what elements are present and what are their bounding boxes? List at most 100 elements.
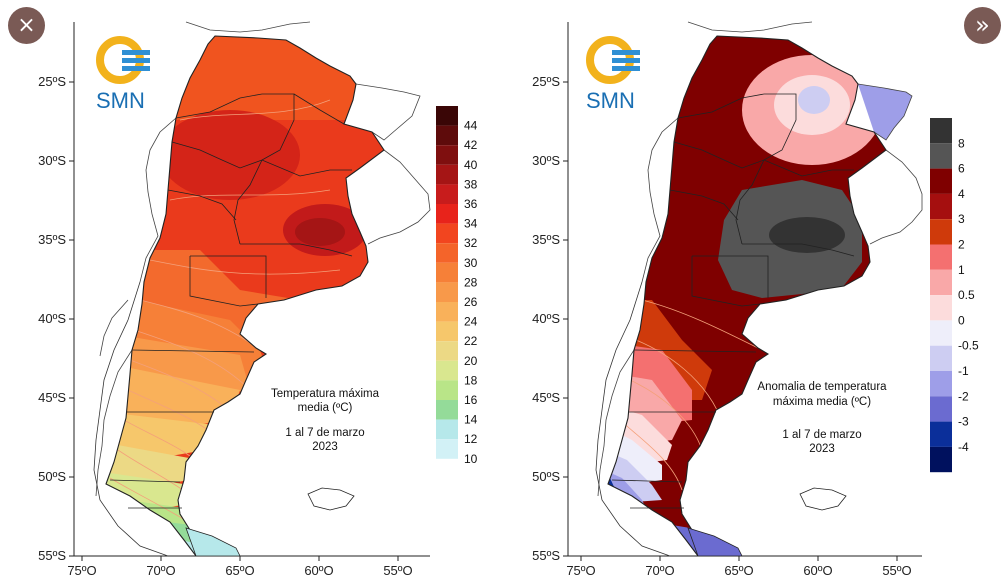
lat-tick-label: 55ºS xyxy=(38,548,66,563)
legend-swatch xyxy=(436,439,458,459)
legend-label: -4 xyxy=(958,440,969,454)
legend-label: -2 xyxy=(958,389,969,403)
lat-tick-label: 35ºS xyxy=(532,232,560,247)
legend-swatch xyxy=(436,125,458,146)
lon-tick-label: 55ºO xyxy=(882,563,911,578)
legend-swatch xyxy=(436,282,458,302)
legend-swatch xyxy=(930,219,952,245)
longitude-ticks: 75ºO 70ºO 65ºO 60ºO 55ºO xyxy=(566,556,912,578)
legend-label: 12 xyxy=(464,432,478,446)
islands xyxy=(185,487,355,557)
islands xyxy=(687,487,847,557)
province-borders xyxy=(607,35,887,557)
logo-text: SMN xyxy=(586,88,635,113)
lat-tick-label: 30ºS xyxy=(532,153,560,168)
pacific-coastline xyxy=(93,281,169,557)
lat-tick-label: 25ºS xyxy=(532,74,560,89)
legend-label: 34 xyxy=(464,217,478,231)
legend-swatch xyxy=(930,295,952,321)
legend-swatch xyxy=(930,244,952,270)
legend-label: 20 xyxy=(464,354,478,368)
legend-label: 28 xyxy=(464,275,478,289)
legend-swatch xyxy=(930,269,952,296)
legend-swatch xyxy=(436,145,458,165)
annotation-line-4: 1 al 7 de marzo xyxy=(285,427,364,439)
lat-tick-label: 55ºS xyxy=(532,548,560,563)
axes-frame xyxy=(567,22,922,557)
close-button[interactable]: × xyxy=(8,7,45,44)
longitude-ticks: 75ºO 70ºO 65ºO 60ºO 55ºO xyxy=(67,556,413,578)
legend-swatch xyxy=(436,419,458,440)
legend-label: 1 xyxy=(958,263,965,277)
legend-swatch xyxy=(436,243,458,263)
next-button[interactable]: » xyxy=(964,7,1001,44)
annotation-line-1: Temperatura máxima xyxy=(271,388,380,400)
legend-label: 44 xyxy=(464,119,478,133)
legend-label: 16 xyxy=(464,393,478,407)
legend-label: 32 xyxy=(464,236,478,250)
lat-tick-label: 50ºS xyxy=(532,469,560,484)
lat-tick-label: 30ºS xyxy=(38,153,66,168)
lat-tick-label: 45ºS xyxy=(38,390,66,405)
legend-label: -1 xyxy=(958,364,969,378)
map-annotation: Temperatura máxima media (ºC) 1 al 7 de … xyxy=(271,388,380,453)
legend-label: 8 xyxy=(958,136,965,150)
legend-label: 4 xyxy=(958,187,965,201)
lat-tick-label: 45ºS xyxy=(532,390,560,405)
legend-swatch xyxy=(930,345,952,371)
legend-swatch xyxy=(436,400,458,420)
legend-label: 0 xyxy=(958,313,965,327)
lat-tick-label: 50ºS xyxy=(38,469,66,484)
smn-logo: SMN xyxy=(96,36,150,113)
province-borders xyxy=(105,35,385,557)
legend-swatch xyxy=(436,184,458,204)
map-annotation: Anomalia de temperatura máxima media (ºC… xyxy=(757,381,887,455)
legend-label: 30 xyxy=(464,256,478,270)
double-chevron-right-icon: » xyxy=(975,11,990,39)
legend-label: 10 xyxy=(464,452,478,466)
annotation-line-5: 2023 xyxy=(809,443,835,455)
latitude-ticks: 25ºS 30ºS 35ºS 40ºS 45ºS 50ºS 55ºS xyxy=(38,74,74,563)
legend-swatch xyxy=(436,380,458,400)
temperature-anomaly-map: SMN 25ºS 30ºS 35ºS 40ºS 45ºS 50ºS 55ºS 75ºO 70º… xyxy=(532,21,979,578)
annotation-line-2: media (ºC) xyxy=(298,402,353,414)
anomaly-legend: 8 6 4 3 2 1 0.5 0 -0.5 -1 -2 -3 -4 xyxy=(930,118,979,473)
pacific-coastline xyxy=(595,281,671,557)
latitude-ticks: 25ºS 30ºS 35ºS 40ºS 45ºS 50ºS 55ºS xyxy=(532,74,568,563)
lon-tick-label: 65ºO xyxy=(225,563,254,578)
legend-swatch xyxy=(436,106,458,126)
legend-label: 14 xyxy=(464,413,478,427)
legend-label: -0.5 xyxy=(958,339,979,353)
annotation-line-2: máxima media (ºC) xyxy=(773,396,871,408)
legend-swatch xyxy=(436,223,458,244)
legend-label: 40 xyxy=(464,158,478,172)
legend-label: 26 xyxy=(464,295,478,309)
smn-logo: SMN xyxy=(586,36,640,113)
lat-tick-label: 40ºS xyxy=(532,311,560,326)
legend-label: 2 xyxy=(958,238,965,252)
legend-swatch xyxy=(436,321,458,342)
legend-label: 36 xyxy=(464,197,478,211)
legend-label: -3 xyxy=(958,415,969,429)
legend-swatch xyxy=(930,371,952,397)
country-borders xyxy=(597,21,923,497)
legend-swatch xyxy=(930,168,952,194)
legend-label: 0.5 xyxy=(958,288,975,302)
legend-swatch xyxy=(436,360,458,381)
max-temperature-map-panel: SMN 25ºS 30ºS 35ºS 40ºS 45ºS 50ºS 55ºS 75ºO 70º… xyxy=(38,21,478,578)
lat-tick-label: 25ºS xyxy=(38,74,66,89)
lon-tick-label: 65ºO xyxy=(724,563,753,578)
legend-label: 22 xyxy=(464,334,478,348)
temperature-anomaly-map-panel: SMN 25ºS 30ºS 35ºS 40ºS 45ºS 50ºS 55ºS 75ºO 70º… xyxy=(502,0,1004,585)
axes-frame xyxy=(73,22,430,557)
legend-swatch xyxy=(436,262,458,283)
temperature-legend: 44 42 40 38 36 34 32 30 28 26 24 22 20 18 16 14 12 10 xyxy=(436,106,478,466)
legend-swatch xyxy=(436,302,458,322)
lon-tick-label: 70ºO xyxy=(645,563,674,578)
close-icon: × xyxy=(17,13,36,38)
legend-swatch xyxy=(436,164,458,185)
legend-label: 18 xyxy=(464,373,478,387)
legend-label: 24 xyxy=(464,315,478,329)
lon-tick-label: 60ºO xyxy=(304,563,333,578)
annotation-line-1: Anomalia de temperatura xyxy=(757,381,887,393)
